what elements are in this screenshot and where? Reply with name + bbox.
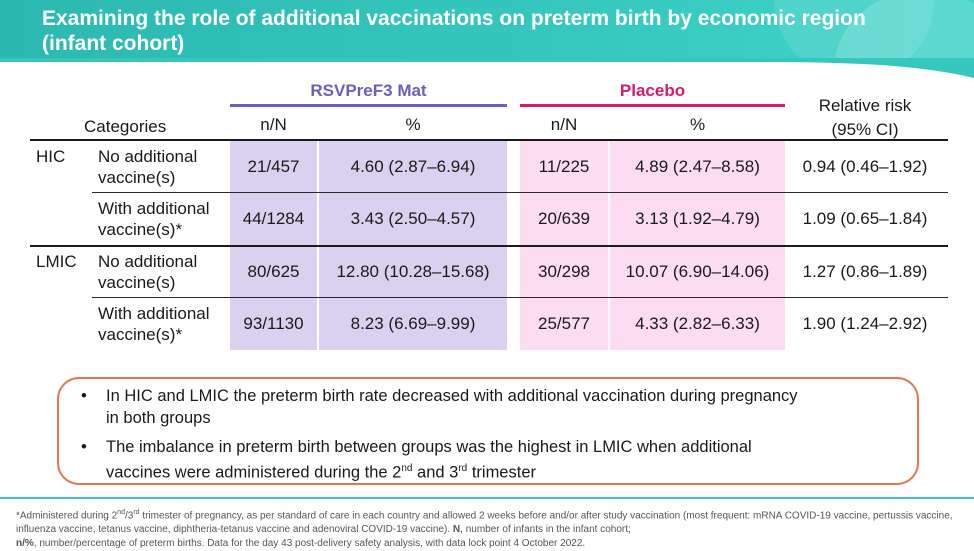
placebo-nN-cell: 25/577 (538, 314, 590, 333)
relative-risk-cell: 0.94 (0.46–1.92) (802, 157, 928, 176)
placebo-pct-cell: 10.07 (6.90–14.06) (625, 262, 770, 281)
col-header-placebo-nN: n/N (550, 115, 578, 134)
row-rule (92, 192, 948, 193)
relative-risk-cell: 1.27 (0.86–1.89) (802, 262, 928, 281)
placebo-pct-cell: 3.13 (1.92–4.79) (635, 209, 760, 228)
placebo-nN-cell: 11/225 (538, 157, 590, 176)
rsv-nN-cell: 80/625 (247, 262, 300, 281)
ci-label: (95% CI) (831, 120, 899, 139)
rsv-pct-cell: 12.80 (10.28–15.68) (336, 262, 490, 281)
footnote-divider (0, 497, 974, 499)
col-header-relative-risk: Relative risk (95% CI) (790, 94, 940, 142)
group-header-placebo: Placebo (619, 81, 686, 100)
rsv-pct-cell: 3.43 (2.50–4.57) (350, 209, 476, 228)
category-label: No additional vaccine(s) (98, 252, 198, 292)
finding-bullet-2: • The imbalance in preterm birth between… (81, 436, 901, 484)
placebo-pct-cell: 4.33 (2.82–6.33) (635, 314, 760, 333)
relative-risk-label: Relative risk (818, 96, 912, 115)
col-header-rsv-nN: n/N (260, 115, 287, 134)
category-label: With additional vaccine(s)* (98, 304, 210, 344)
finding-text: In HIC and LMIC the preterm birth rate d… (106, 387, 798, 427)
placebo-nN-cell: 30/298 (538, 262, 590, 281)
header-rule (30, 139, 948, 141)
col-header-rsv-pct: % (405, 115, 421, 134)
banner-decoration (774, 0, 934, 62)
bullet-point: • (81, 438, 87, 456)
col-header-placebo-pct: % (689, 115, 706, 134)
relative-risk-cell: 1.09 (0.65–1.84) (802, 209, 928, 228)
group-underline-rsv (230, 104, 507, 107)
relative-risk-cell: 1.90 (1.24–2.92) (802, 314, 928, 333)
placebo-pct-cell: 4.89 (2.47–8.58) (635, 157, 760, 176)
rsv-nN-cell: 21/457 (247, 157, 300, 176)
section-rule (30, 245, 948, 247)
region-label-lmic: LMIC (36, 252, 77, 271)
category-label: With additional vaccine(s)* (98, 199, 210, 239)
group-header-rsv: RSVPreF3 Mat (310, 81, 427, 100)
title-banner: Examining the role of additional vaccina… (0, 0, 974, 62)
banner-curve (0, 58, 974, 78)
categories-header: Categories (84, 117, 167, 136)
group-underline-placebo (520, 104, 785, 107)
results-table: RSVPreF3 Mat Placebo Categories n/N % n/… (30, 81, 948, 350)
rsv-nN-cell: 44/1284 (242, 209, 305, 228)
category-label: No additional vaccine(s) (98, 147, 198, 187)
row-rule (92, 297, 948, 298)
footnote: *Administered during 2nd/3rd trimester o… (16, 509, 953, 550)
page-title: Examining the role of additional vaccina… (42, 7, 866, 55)
rsv-pct-cell: 8.23 (6.69–9.99) (350, 314, 476, 333)
key-findings-callout: • In HIC and LMIC the preterm birth rate… (57, 377, 919, 485)
rsv-pct-cell: 4.60 (2.87–6.94) (350, 157, 476, 176)
bullet-point: • (81, 387, 87, 405)
rsv-nN-cell: 93/1130 (243, 314, 304, 333)
finding-bullet-1: • In HIC and LMIC the preterm birth rate… (81, 385, 901, 429)
placebo-nN-cell: 20/639 (538, 209, 590, 228)
finding-text: The imbalance in preterm birth between g… (106, 438, 752, 482)
region-label-hic: HIC (36, 147, 66, 166)
